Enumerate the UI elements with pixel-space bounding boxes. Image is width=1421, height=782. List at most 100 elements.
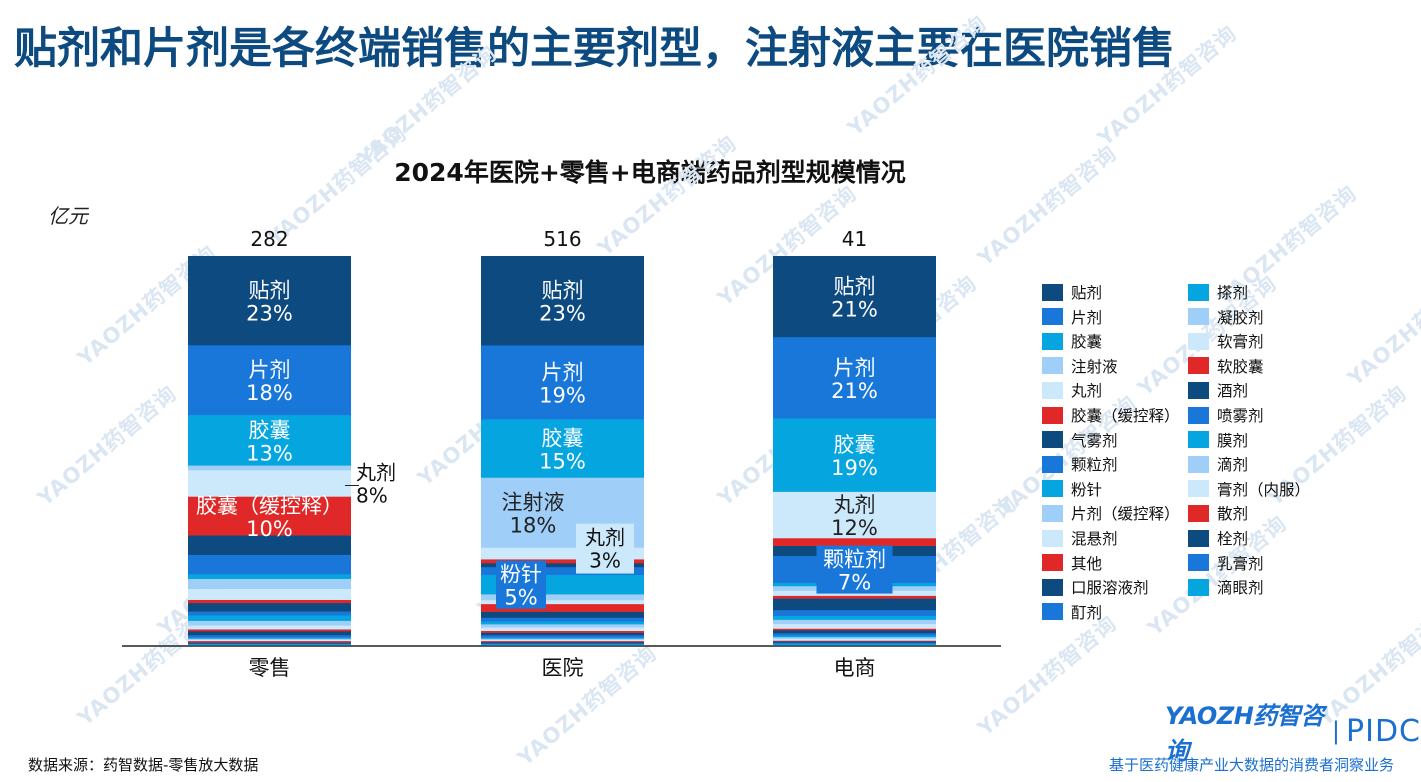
legend-item: 搽剂	[1188, 281, 1248, 303]
data-label-pct: 23%	[539, 302, 586, 326]
bar-segment-1-膏剂（内服）	[481, 639, 644, 642]
data-label-pct: 21%	[831, 298, 878, 322]
bar-total-label: 282	[250, 227, 288, 251]
bar-segment-2-乳膏剂	[773, 642, 936, 645]
legend-swatch	[1042, 529, 1063, 547]
legend-swatch	[1188, 554, 1209, 572]
bar-segment-1-膜剂	[481, 637, 644, 640]
legend-swatch	[1188, 480, 1209, 498]
legend-label: 乳膏剂	[1217, 554, 1264, 573]
bar-total-label: 41	[842, 227, 867, 251]
legend-item: 软膏剂	[1188, 330, 1264, 352]
data-label-name: 贴剂	[542, 279, 584, 303]
data-label-name: 胶囊	[834, 433, 876, 457]
bar-segment-1-片剂	[481, 345, 644, 420]
data-label-name: 颗粒剂	[823, 548, 886, 572]
legend-label: 片剂	[1071, 308, 1103, 327]
legend-item: 其他	[1042, 552, 1102, 574]
data-label-name: 片剂	[249, 358, 291, 382]
legend-item: 滴剂	[1188, 453, 1248, 475]
bar-segment-0-搽剂	[188, 615, 351, 622]
data-label-pct: 15%	[539, 450, 586, 474]
legend-swatch	[1042, 283, 1063, 301]
bar-segment-1-栓剂	[481, 642, 644, 644]
data-label-name: 片剂	[834, 356, 876, 380]
bar-segment-2-酊剂	[773, 610, 936, 617]
legend-swatch	[1188, 283, 1209, 301]
category-label: 电商	[834, 656, 876, 680]
stacked-bar-chart: 282零售贴剂23%片剂18%胶囊13%丸剂8%胶囊（缓控释）10%516医院贴…	[122, 227, 1001, 680]
bar-segment-2-酒剂	[773, 630, 936, 634]
bar-segment-2-口服溶液剂	[773, 598, 936, 611]
legend-item: 栓剂	[1188, 527, 1248, 549]
bar-segment-0-贴剂	[188, 256, 351, 346]
data-label-pct: 23%	[246, 302, 293, 326]
bar-segment-0-喷雾剂	[188, 635, 351, 638]
bar-segment-1-滴眼剂	[481, 644, 644, 646]
bar-segment-0-口服溶液剂	[188, 603, 351, 612]
data-label-name: 贴剂	[834, 275, 876, 299]
legend-swatch	[1042, 480, 1063, 498]
legend-item: 粉针	[1042, 478, 1102, 500]
bar-segment-0-胶囊	[188, 415, 351, 466]
bar-segment-0-胶囊（缓控释）	[188, 496, 351, 536]
bar-segment-2-胶囊（缓控释）	[773, 538, 936, 547]
bar-segment-2-其他	[773, 595, 936, 599]
legend-label: 膏剂（内服）	[1217, 480, 1311, 499]
bar-segment-0-软膏剂	[188, 625, 351, 630]
bar-segment-0-混悬剂	[188, 589, 351, 601]
data-label-pct: 13%	[246, 441, 293, 465]
legend-swatch	[1188, 406, 1209, 424]
legend-label: 贴剂	[1071, 284, 1103, 302]
data-label-name: 粉针	[500, 563, 542, 587]
bar-segment-1-乳膏剂	[481, 643, 644, 645]
data-label-name: 丸剂	[834, 493, 876, 517]
bar-segment-2-丸剂	[773, 491, 936, 539]
legend-label: 胶囊	[1071, 333, 1103, 352]
legend-swatch	[1188, 529, 1209, 547]
bar-segment-1-酊剂	[481, 617, 644, 622]
legend-item: 膜剂	[1188, 429, 1248, 451]
legend-item: 膏剂（内服）	[1188, 478, 1310, 500]
data-label-pct: 3%	[589, 549, 621, 573]
legend-swatch	[1042, 554, 1063, 572]
bar-segment-1-气雾剂	[481, 563, 644, 568]
bar-segment-0-其他	[188, 599, 351, 604]
bar-segment-0-颗粒剂	[188, 554, 351, 575]
data-label-name: 胶囊（缓控释）	[196, 494, 343, 518]
category-label: 零售	[249, 656, 291, 680]
bar-segment-1-搽剂	[481, 621, 644, 625]
legend-item: 滴眼剂	[1188, 576, 1264, 598]
bar-segment-2-片剂	[773, 337, 936, 419]
data-label-box	[496, 560, 546, 609]
legend-label: 软膏剂	[1217, 333, 1264, 352]
y-unit-label: 亿元	[48, 204, 88, 228]
legend-swatch	[1042, 406, 1063, 424]
legend-swatch	[1188, 381, 1209, 399]
legend-item: 丸剂	[1042, 379, 1102, 401]
legend-swatch	[1188, 504, 1209, 522]
legend-swatch	[1042, 455, 1063, 473]
legend-swatch	[1188, 578, 1209, 596]
bar-segment-2-软胶囊	[773, 628, 936, 631]
bar-segment-1-片剂（缓控释）	[481, 594, 644, 601]
legend-item: 片剂（缓控释）	[1042, 502, 1180, 524]
bar-segment-0-软胶囊	[188, 629, 351, 632]
bar-segment-2-膏剂（内服）	[773, 638, 936, 642]
legend-label: 其他	[1071, 554, 1103, 573]
bar-segment-0-栓剂	[188, 642, 351, 644]
bar-segment-2-贴剂	[773, 256, 936, 338]
bar-segment-2-软膏剂	[773, 624, 936, 630]
data-label-name: 片剂	[542, 360, 584, 384]
data-label-name: 丸剂	[585, 526, 625, 550]
legend-label: 颗粒剂	[1071, 456, 1118, 475]
data-label-pct: 12%	[831, 516, 878, 540]
data-label-pct: 19%	[831, 456, 878, 480]
legend-label: 滴剂	[1217, 456, 1249, 475]
watermark-text: YAOZH药智咨询	[1313, 600, 1421, 731]
bar-segment-1-酒剂	[481, 632, 644, 636]
bar-segment-1-软胶囊	[481, 631, 644, 634]
legend-swatch	[1188, 332, 1209, 350]
bar-segment-0-滴剂	[188, 638, 351, 641]
bar-segment-2-喷雾剂	[773, 633, 936, 637]
